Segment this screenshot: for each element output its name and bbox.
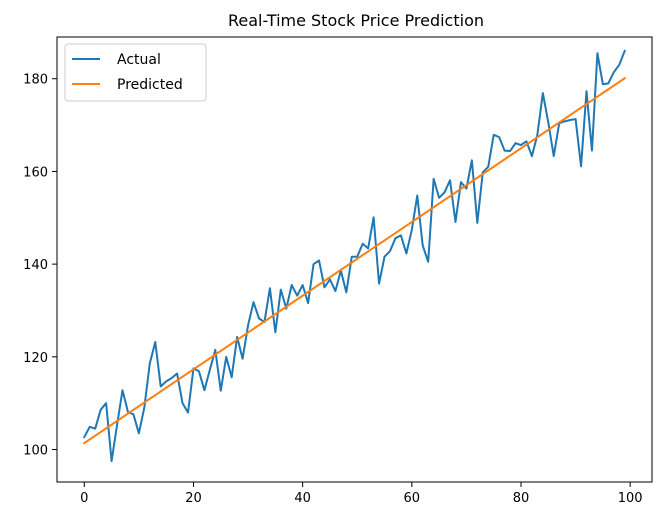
legend-box (64, 43, 207, 102)
legend-label-predicted: Predicted (117, 77, 183, 93)
y-tick-label: 180 (23, 73, 48, 88)
series-line-predicted (82, 76, 627, 445)
series-line-actual (82, 49, 627, 463)
plot-content (82, 49, 627, 463)
x-tick-label: 80 (513, 491, 530, 506)
legend: Actual Predicted (64, 43, 207, 102)
y-tick-label: 100 (23, 444, 48, 459)
x-tick-label: 40 (294, 491, 311, 506)
y-tick-label: 140 (23, 258, 48, 273)
x-tick-label: 60 (404, 491, 421, 506)
axes: 0 20 40 60 80 100 100 120 140 160 180 (23, 36, 653, 506)
y-tick-label: 120 (23, 351, 48, 366)
x-tick-label: 100 (618, 491, 643, 506)
x-tick-label: 20 (185, 491, 202, 506)
plot-frame (56, 36, 653, 483)
legend-label-actual: Actual (117, 52, 161, 68)
y-tick-label: 160 (23, 165, 48, 180)
chart-title: Real-Time Stock Price Prediction (228, 11, 484, 30)
x-tick-label: 0 (80, 491, 88, 506)
